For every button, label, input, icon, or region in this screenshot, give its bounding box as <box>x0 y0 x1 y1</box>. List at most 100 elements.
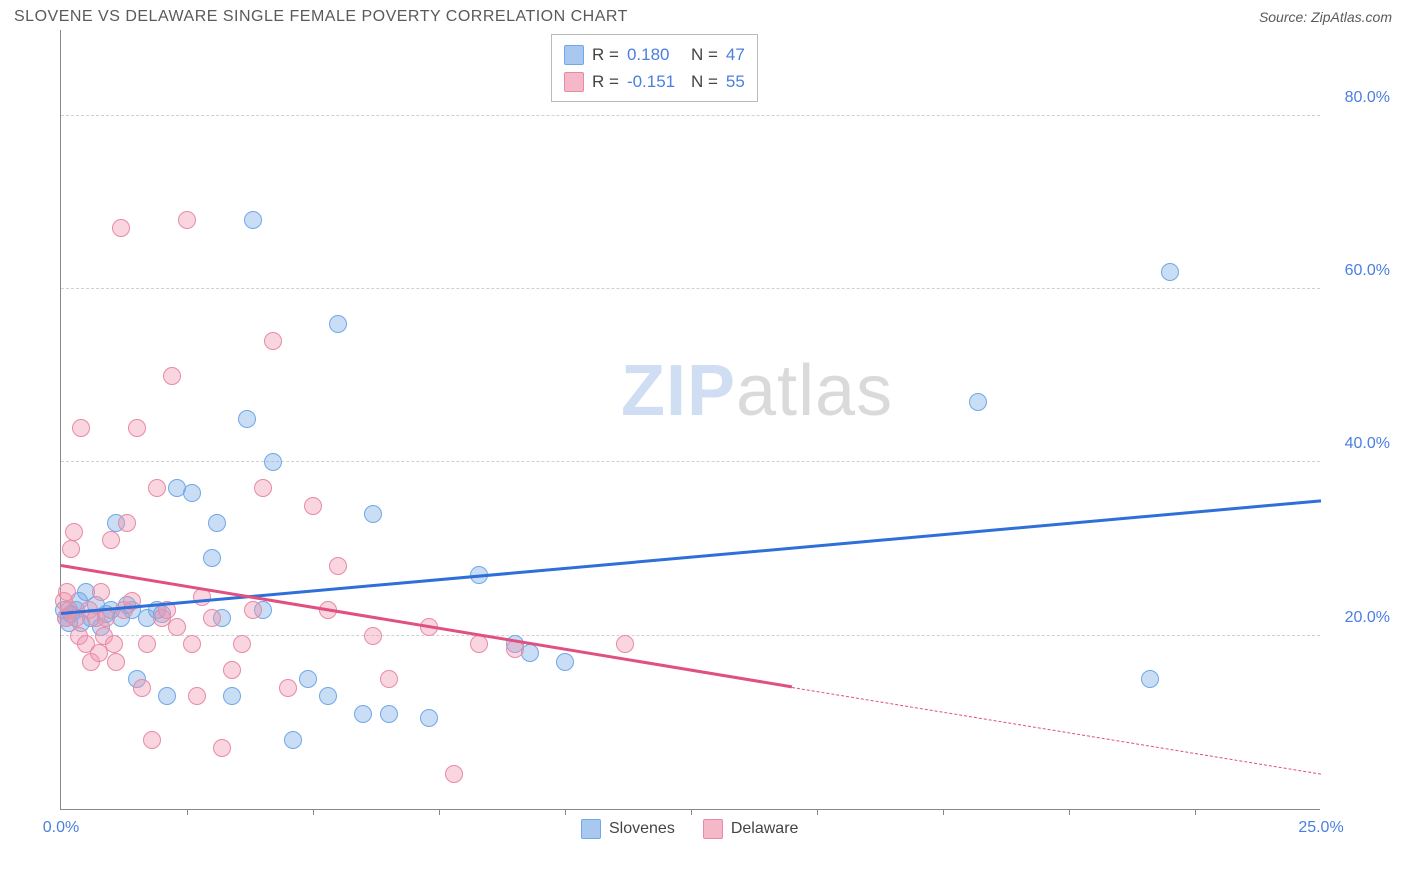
y-tick-label: 40.0% <box>1330 435 1390 453</box>
scatter-point <box>107 653 125 671</box>
scatter-point <box>203 609 221 627</box>
x-tick-mark <box>1195 809 1196 815</box>
scatter-point <box>244 211 262 229</box>
scatter-point <box>354 705 372 723</box>
scatter-point <box>188 687 206 705</box>
scatter-point <box>556 653 574 671</box>
x-tick-mark <box>817 809 818 815</box>
stats-row: R = -0.151 N = 55 <box>564 68 745 95</box>
r-value: -0.151 <box>627 68 683 95</box>
n-label: N = <box>691 68 718 95</box>
scatter-point <box>143 731 161 749</box>
watermark: ZIPatlas <box>621 350 893 432</box>
r-label: R = <box>592 68 619 95</box>
scatter-point <box>105 635 123 653</box>
scatter-point <box>264 453 282 471</box>
n-label: N = <box>691 41 718 68</box>
series-swatch-icon <box>564 45 584 65</box>
scatter-point <box>364 505 382 523</box>
x-tick-mark <box>439 809 440 815</box>
legend: Slovenes Delaware <box>581 819 798 839</box>
scatter-point <box>183 484 201 502</box>
scatter-point <box>1141 670 1159 688</box>
scatter-point <box>284 731 302 749</box>
n-value: 47 <box>726 41 745 68</box>
scatter-point <box>1161 263 1179 281</box>
scatter-point <box>138 635 156 653</box>
scatter-point <box>299 670 317 688</box>
x-tick-label: 25.0% <box>1298 819 1343 837</box>
scatter-point <box>158 687 176 705</box>
legend-swatch-icon <box>703 819 723 839</box>
scatter-point <box>168 618 186 636</box>
scatter-point <box>364 627 382 645</box>
scatter-point <box>380 670 398 688</box>
scatter-point <box>329 315 347 333</box>
scatter-point <box>112 219 130 237</box>
scatter-point <box>380 705 398 723</box>
legend-label: Delaware <box>731 820 799 838</box>
scatter-point <box>58 583 76 601</box>
x-tick-mark <box>187 809 188 815</box>
scatter-point <box>264 332 282 350</box>
x-tick-label: 0.0% <box>43 819 79 837</box>
chart-title: SLOVENE VS DELAWARE SINGLE FEMALE POVERT… <box>14 8 628 26</box>
scatter-point <box>102 531 120 549</box>
scatter-point <box>304 497 322 515</box>
gridline-h <box>61 115 1320 116</box>
scatter-point <box>445 765 463 783</box>
gridline-h <box>61 461 1320 462</box>
source-label: Source: ZipAtlas.com <box>1259 9 1392 25</box>
trend-line-dashed <box>792 687 1321 775</box>
header: SLOVENE VS DELAWARE SINGLE FEMALE POVERT… <box>0 0 1406 30</box>
scatter-point <box>72 419 90 437</box>
scatter-point <box>420 709 438 727</box>
legend-label: Slovenes <box>609 820 675 838</box>
x-tick-mark <box>313 809 314 815</box>
legend-item: Slovenes <box>581 819 675 839</box>
scatter-point <box>65 523 83 541</box>
scatter-point <box>148 479 166 497</box>
scatter-point <box>183 635 201 653</box>
stats-box: R = 0.180 N = 47 R = -0.151 N = 55 <box>551 34 758 102</box>
x-tick-mark <box>943 809 944 815</box>
r-value: 0.180 <box>627 41 683 68</box>
scatter-point <box>208 514 226 532</box>
scatter-point <box>118 514 136 532</box>
scatter-point <box>133 679 151 697</box>
scatter-point <box>178 211 196 229</box>
y-tick-label: 60.0% <box>1330 262 1390 280</box>
scatter-point <box>238 410 256 428</box>
scatter-point <box>223 661 241 679</box>
scatter-point <box>254 479 272 497</box>
series-swatch-icon <box>564 72 584 92</box>
y-tick-label: 80.0% <box>1330 89 1390 107</box>
scatter-point <box>97 609 115 627</box>
scatter-point <box>62 540 80 558</box>
scatter-point <box>329 557 347 575</box>
y-tick-label: 20.0% <box>1330 609 1390 627</box>
x-tick-mark <box>691 809 692 815</box>
scatter-point <box>470 635 488 653</box>
x-tick-mark <box>565 809 566 815</box>
scatter-point <box>213 739 231 757</box>
plot-area: ZIPatlas 20.0%40.0%60.0%80.0%0.0%25.0%R … <box>60 30 1320 810</box>
scatter-point <box>128 419 146 437</box>
legend-item: Delaware <box>703 819 799 839</box>
gridline-h <box>61 288 1320 289</box>
gridline-h <box>61 635 1320 636</box>
n-value: 55 <box>726 68 745 95</box>
scatter-point <box>319 687 337 705</box>
scatter-point <box>233 635 251 653</box>
scatter-point <box>223 687 241 705</box>
scatter-point <box>163 367 181 385</box>
stats-row: R = 0.180 N = 47 <box>564 41 745 68</box>
r-label: R = <box>592 41 619 68</box>
scatter-point <box>92 583 110 601</box>
scatter-point <box>969 393 987 411</box>
x-tick-mark <box>1069 809 1070 815</box>
legend-swatch-icon <box>581 819 601 839</box>
scatter-point <box>279 679 297 697</box>
scatter-point <box>203 549 221 567</box>
scatter-point <box>244 601 262 619</box>
